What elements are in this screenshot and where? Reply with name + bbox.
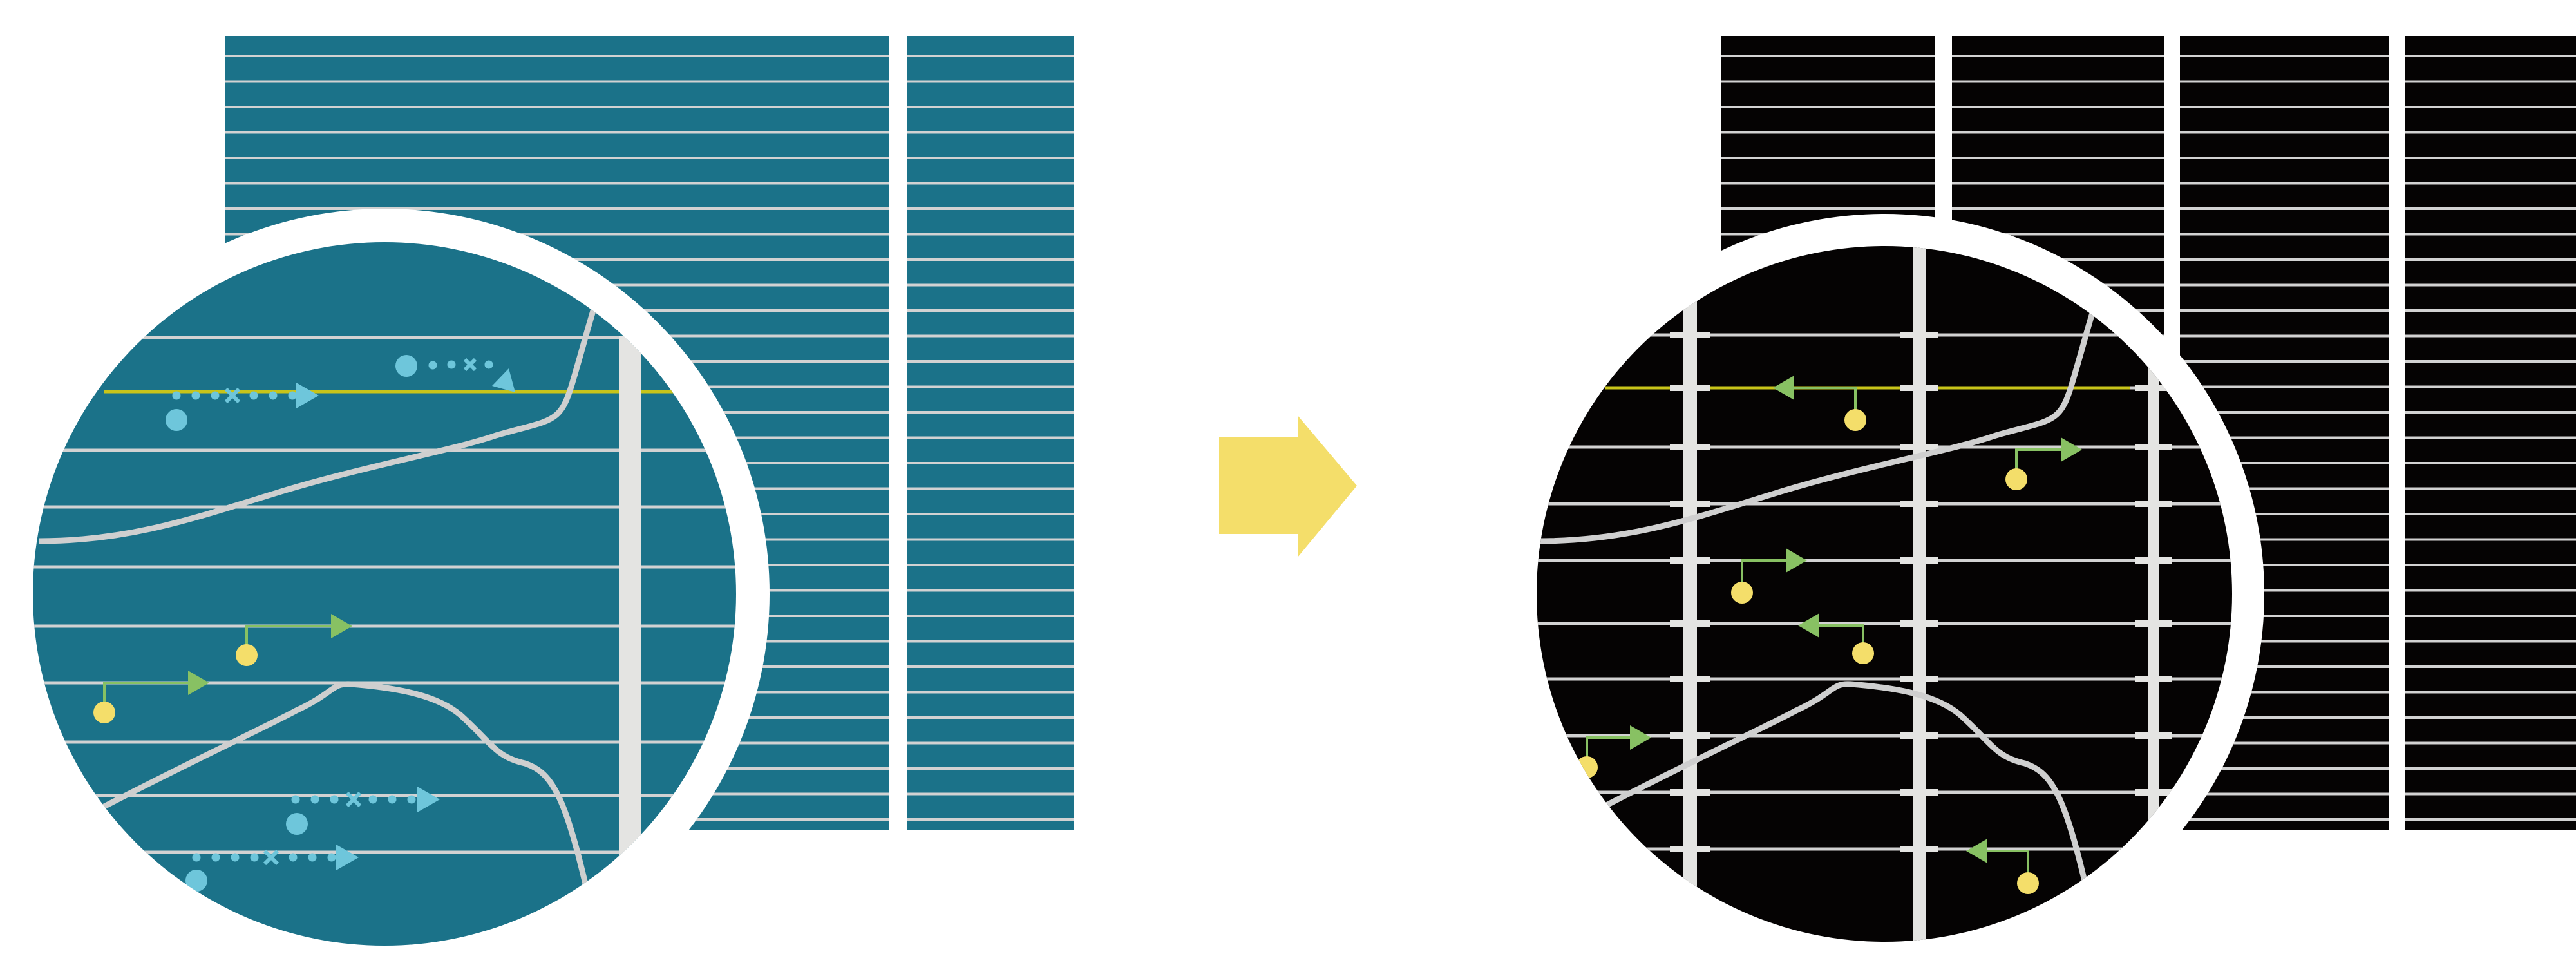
trajectory-dot: [172, 391, 181, 400]
arrowhead-icon: [331, 614, 352, 638]
tick-mark: [2135, 620, 2172, 627]
start-dot: [286, 813, 308, 835]
trajectory-dot: [327, 853, 336, 862]
tick-mark: [1900, 846, 1938, 852]
magnifier-content: [1537, 246, 2232, 942]
tick-mark: [1670, 789, 1710, 796]
cross-icon: [263, 849, 279, 866]
trajectory-dot: [291, 795, 300, 804]
tick-mark: [1900, 444, 1938, 450]
after-magnifier: [1504, 214, 2264, 974]
arrowhead-icon: [1798, 613, 1819, 638]
start-dot: [166, 409, 187, 431]
arrowhead-icon: [417, 787, 440, 812]
start-dot: [185, 870, 207, 892]
tick-mark: [1900, 332, 1938, 338]
trajectory-dot: [211, 853, 220, 862]
tick-mark: [1670, 732, 1710, 739]
tick-mark: [1670, 620, 1710, 627]
tick-mark: [1900, 620, 1938, 627]
cross-icon: [224, 387, 241, 404]
curve: [1595, 681, 2096, 915]
trajectory-dot: [368, 795, 377, 804]
tick-mark: [2135, 444, 2172, 450]
right-arrow-icon: [1219, 415, 1357, 557]
curve: [95, 681, 596, 915]
tick-mark: [2135, 557, 2172, 564]
tick-mark: [1900, 501, 1938, 507]
trajectory-dot: [388, 795, 397, 804]
trajectory-dot: [289, 853, 298, 862]
trajectory-dot: [484, 360, 493, 369]
trajectory-dot: [249, 391, 258, 400]
trajectory-dot: [330, 795, 339, 804]
curve: [38, 301, 599, 544]
magnifier-disc: [33, 242, 736, 946]
cross-icon: [345, 791, 362, 808]
yellow-dot: [2005, 468, 2027, 490]
tick-mark: [1670, 444, 1710, 450]
arrowhead-icon: [296, 383, 319, 408]
tick-mark: [1670, 676, 1710, 682]
tick-mark: [2135, 789, 2172, 796]
trajectory-dot: [192, 853, 201, 862]
arrowhead-icon: [188, 671, 209, 695]
tick-mark: [1900, 676, 1938, 682]
vertical-bar: [1913, 246, 1926, 942]
yellow-dot: [1731, 582, 1753, 604]
tick-mark: [2135, 732, 2172, 739]
arrowhead-icon: [336, 845, 359, 870]
tick-mark: [2135, 676, 2172, 682]
yellow-dot: [1844, 409, 1866, 431]
cross-icon: [463, 358, 477, 372]
tick-mark: [1670, 385, 1710, 391]
trajectory-dot: [447, 360, 456, 369]
vertical-bar: [2148, 246, 2159, 942]
tick-mark: [2135, 385, 2172, 391]
tick-mark: [2135, 501, 2172, 507]
trajectory-dot: [191, 391, 200, 400]
tick-mark: [1670, 501, 1710, 507]
arrowhead-icon: [1966, 839, 1987, 863]
trajectory-dot: [308, 853, 317, 862]
arrowhead-icon: [1786, 548, 1807, 573]
trajectory-dot: [231, 853, 240, 862]
magnifier-disc: [1537, 246, 2232, 942]
tick-mark: [1670, 557, 1710, 564]
tick-mark: [1900, 385, 1938, 391]
panel-column: [2405, 36, 2576, 830]
tick-mark: [1900, 789, 1938, 796]
tick-mark: [1670, 846, 1710, 852]
trajectory-dot: [407, 795, 416, 804]
yellow-dot: [93, 702, 115, 723]
yellow-dot: [1852, 642, 1874, 664]
tick-mark: [1900, 557, 1938, 564]
yellow-dot: [2017, 872, 2039, 894]
panel-column: [907, 36, 1074, 830]
trajectory-dot: [428, 361, 437, 370]
start-dot: [395, 355, 417, 377]
arrowhead-icon: [492, 368, 515, 392]
arrowhead-icon: [1773, 376, 1794, 400]
trajectory-dot: [250, 853, 259, 862]
trajectory-dot: [211, 391, 220, 400]
arrowhead-icon: [1630, 725, 1651, 750]
trajectory-dot: [288, 391, 297, 400]
curve: [1538, 301, 2099, 544]
tick-mark: [1670, 332, 1710, 338]
before-magnifier: [0, 209, 770, 974]
yellow-dot: [236, 644, 258, 666]
tick-mark: [1900, 732, 1938, 739]
trajectory-dot: [310, 795, 319, 804]
arrowhead-icon: [2061, 437, 2082, 462]
trajectory-dot: [269, 391, 278, 400]
